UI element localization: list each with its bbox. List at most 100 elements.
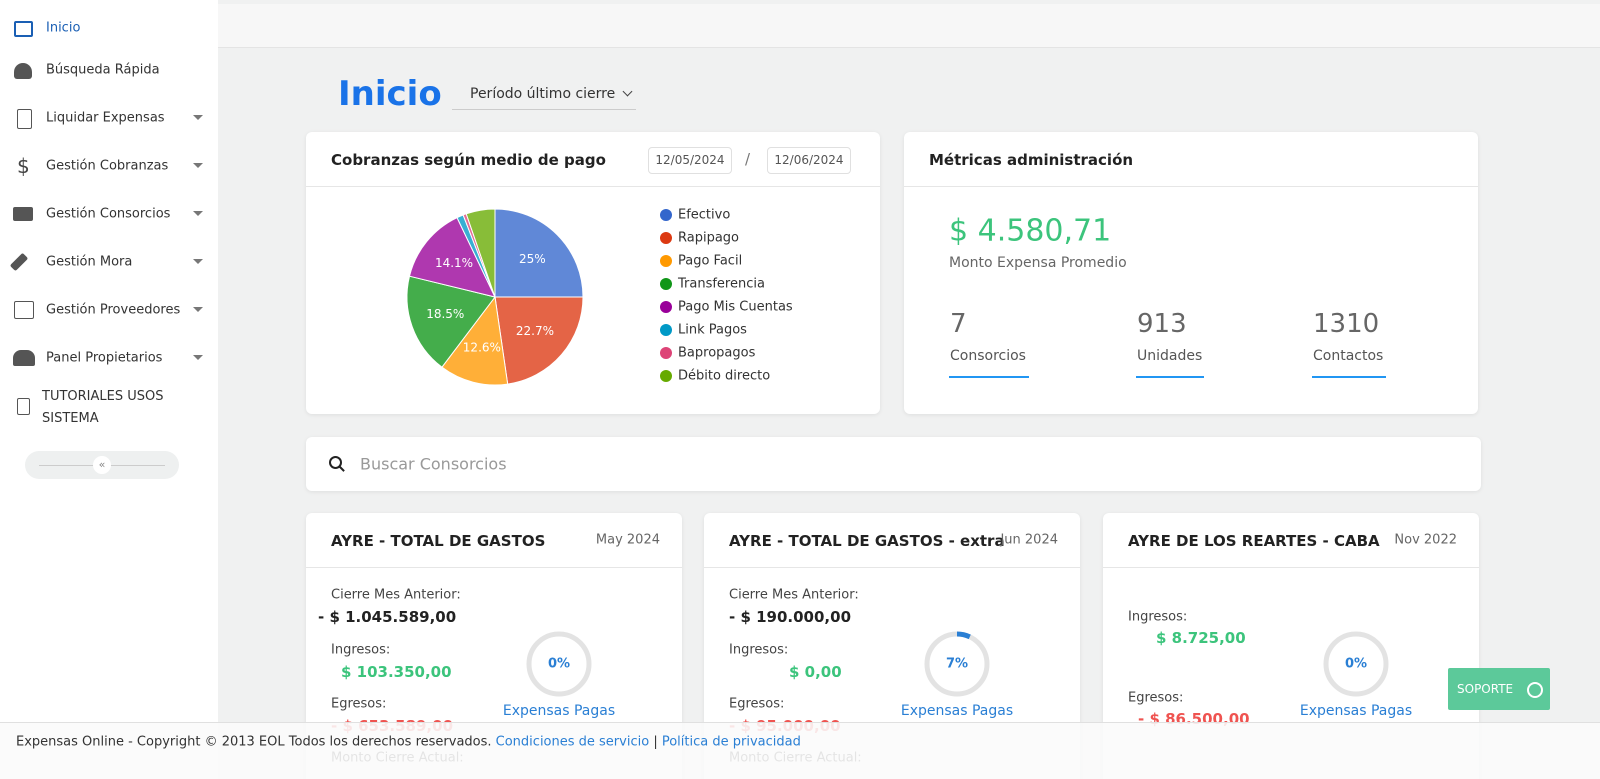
icon: [17, 109, 32, 129]
legend-swatch: [660, 324, 672, 336]
nav-item[interactable]: Gestión Mora: [46, 254, 133, 270]
date-input[interactable]: 12/06/2024: [767, 147, 851, 174]
ingresos-label: Ingresos:: [729, 642, 789, 658]
legend-swatch: [660, 347, 672, 359]
pie-slice: [494, 296, 584, 385]
legend-swatch: [660, 209, 672, 221]
cierre-label: Cierre Mes Anterior:: [729, 587, 859, 603]
nav-item[interactable]: Gestión Cobranzas: [46, 158, 169, 174]
progress-label: 0%: [547, 656, 571, 672]
progress-caption[interactable]: Expensas Pagas: [502, 703, 616, 719]
legend-label: Pago Mis Cuentas: [678, 300, 793, 315]
whatsapp-icon: [1527, 682, 1543, 698]
ingresos-label: Ingresos:: [331, 642, 391, 658]
stat-underline: [1136, 376, 1204, 378]
collapse-icon: «: [93, 456, 111, 474]
collapse-button[interactable]: «: [25, 451, 179, 479]
ingresos: $ 103.350,00: [341, 663, 452, 681]
card-date: May 2024: [595, 532, 660, 548]
icon: [13, 350, 35, 366]
cierre-label: Cierre Mes Anterior:: [331, 587, 461, 603]
ingresos: $ 8.725,00: [1156, 629, 1246, 647]
legend-swatch: [660, 370, 672, 382]
card-title: Cobranzas según medio de pago: [331, 151, 606, 169]
caret: [193, 355, 203, 360]
caret: [193, 163, 203, 168]
icon: [14, 301, 34, 319]
nav-item[interactable]: Inicio: [46, 20, 81, 36]
progress-label: 7%: [945, 656, 969, 672]
legend-swatch: [660, 278, 672, 290]
legend-label: Rapipago: [678, 231, 739, 246]
caret: [193, 259, 203, 264]
terms-link[interactable]: Condiciones de servicio: [495, 734, 650, 750]
card-title: AYRE DE LOS REARTES - CABA: [1128, 532, 1380, 550]
divider: [306, 567, 682, 568]
progress-ring: [1323, 631, 1389, 697]
period-select[interactable]: Período último cierre: [452, 80, 636, 110]
search-box[interactable]: Buscar Consorcios: [306, 437, 1481, 491]
nav-item[interactable]: Búsqueda Rápida: [46, 62, 160, 78]
stat-underline: [1312, 376, 1386, 378]
nav-item[interactable]: Gestión Proveedores: [46, 302, 181, 318]
slice-label: 22.7%: [516, 324, 554, 338]
support-button[interactable]: SOPORTE: [1448, 668, 1550, 710]
legend-swatch: [660, 232, 672, 244]
caret: [193, 115, 203, 120]
progress-arc: [924, 631, 990, 697]
divider: [1103, 567, 1479, 568]
legend-swatch: [660, 301, 672, 313]
legend-label: Bapropagos: [678, 346, 756, 361]
date-input[interactable]: 12/05/2024: [648, 147, 732, 174]
egresos-label: Egresos:: [1128, 690, 1184, 706]
chart-card: Cobranzas según medio de pago 12/05/2024…: [306, 132, 880, 414]
caret: [193, 211, 203, 216]
metrics-card: Métricas administración $ 4.580,71 Monto…: [904, 132, 1478, 414]
card-title: Métricas administración: [929, 151, 1134, 169]
progress-caption[interactable]: Expensas Pagas: [900, 703, 1014, 719]
legend-label: Efectivo: [678, 208, 730, 223]
card-title: AYRE - TOTAL DE GASTOS - extra: [729, 532, 1005, 550]
ingresos: $ 0,00: [789, 663, 842, 681]
search-icon: [329, 456, 342, 469]
stat-underline: [949, 376, 1029, 378]
pie-slice: [465, 208, 496, 298]
nav-item[interactable]: Gestión Consorcios: [46, 206, 171, 222]
search-placeholder: Buscar Consorcios: [360, 454, 507, 474]
date-separator: /: [745, 150, 751, 168]
card-date: Nov 2022: [1394, 532, 1457, 548]
icon: [14, 21, 33, 37]
nav-item[interactable]: TUTORIALES USOS SISTEMA: [42, 389, 164, 426]
divider: [904, 186, 1478, 187]
footer-line: Expensas Online - Copyright © 2013 EOL T…: [16, 735, 801, 750]
privacy-link[interactable]: Política de privacidad: [661, 734, 801, 750]
egresos-label: Egresos:: [729, 696, 785, 712]
legend-label: Transferencia: [677, 277, 765, 292]
divider: [306, 186, 880, 187]
metric-amount: $ 4.580,71: [949, 213, 1112, 249]
nav-item[interactable]: Panel Propietarios: [46, 350, 163, 366]
icon: [14, 63, 32, 79]
icon: $: [17, 154, 30, 178]
pie-slice: [441, 295, 509, 386]
pie-slice: [494, 208, 584, 298]
icon: [9, 252, 29, 272]
support-label: SOPORTE: [1457, 682, 1514, 696]
stat-value: 7: [950, 309, 967, 339]
slice-label: 12.6%: [463, 341, 501, 355]
progress-caption[interactable]: Expensas Pagas: [1299, 703, 1413, 719]
footer-text: Expensas Online - Copyright © 2013 EOL T…: [16, 734, 492, 750]
stat-label: Contactos: [1313, 348, 1384, 364]
card-title: AYRE - TOTAL DE GASTOS: [331, 532, 546, 550]
stat-label: Unidades: [1137, 348, 1203, 364]
search-icon-handle: [339, 466, 345, 472]
pie-chart: 25% 22.7% 12.6% 18.5% 14.1% Efectivo Rapipago P…: [406, 208, 793, 386]
period-label: Período último cierre: [470, 86, 616, 102]
nav-item[interactable]: Liquidar Expensas: [46, 110, 165, 126]
metric-label: Monto Expensa Promedio: [949, 255, 1127, 271]
divider: [704, 567, 1080, 568]
stat-value: 1310: [1313, 309, 1380, 339]
footer-sep: |: [653, 734, 658, 750]
